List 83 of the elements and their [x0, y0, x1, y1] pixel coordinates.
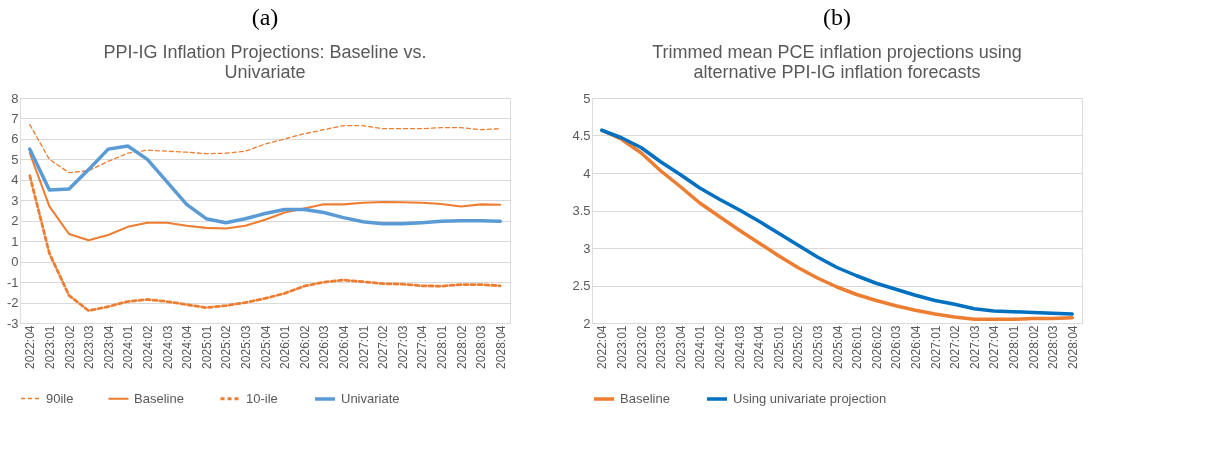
chart-title: Trimmed mean PCE inflation projections using alternative PPI-IG inflation forecasts — [652, 42, 1022, 82]
line-series — [28, 144, 502, 226]
x-tick-label: 2025:02 — [791, 325, 806, 369]
x-tick-label: 2025:01 — [771, 325, 786, 369]
x-tick-label: 2027:01 — [356, 325, 371, 369]
y-tick-label: -3 — [6, 315, 19, 331]
x-tick-label: 2026:02 — [869, 325, 884, 369]
y-tick-label: 3 — [583, 240, 591, 256]
x-tick-label: 2024:03 — [732, 325, 747, 369]
x-tick-label: 2028:04 — [1065, 325, 1080, 369]
x-tick-label: 2027:01 — [928, 325, 943, 369]
y-tick-label: 0 — [11, 254, 19, 270]
x-tick-label: 2024:02 — [140, 325, 155, 369]
y-tick-label: 2.5 — [572, 278, 591, 293]
x-tick-label: 2028:02 — [454, 325, 469, 369]
x-tick-label: 2024:04 — [180, 325, 195, 369]
y-tick-label: 4.5 — [572, 128, 591, 143]
x-tick-label: 2023:01 — [42, 325, 57, 369]
legend-label: Baseline — [620, 391, 670, 406]
x-tick-label: 2024:02 — [712, 325, 727, 369]
x-tick-label: 2026:02 — [297, 325, 312, 369]
chart-title: PPI-IG Inflation Projections: Baseline vs. Univariate — [103, 42, 427, 82]
x-tick-label: 2025:04 — [830, 325, 845, 369]
legend-label: 90ile — [46, 390, 74, 406]
x-tick-label: 2026:03 — [317, 325, 332, 369]
x-tick-label: 2028:03 — [474, 325, 489, 369]
y-tick-label: -2 — [6, 295, 19, 311]
legend-label: Univariate — [341, 391, 400, 406]
text: (a) — [251, 4, 279, 30]
legend-label: Baseline — [134, 390, 184, 406]
x-tick-label: 2023:04 — [101, 325, 116, 369]
legend-label: 10-ile — [246, 390, 278, 406]
y-tick-label: 6 — [11, 131, 19, 147]
line-series — [28, 152, 502, 242]
x-tick-label: 2026:01 — [850, 325, 865, 369]
y-tick-label: 7 — [11, 110, 19, 126]
y-tick-label: 8 — [11, 90, 19, 106]
x-tick-label: 2024:01 — [121, 325, 136, 369]
x-tick-label: 2023:03 — [82, 325, 97, 369]
x-tick-label: 2023:03 — [654, 325, 669, 369]
x-tick-label: 2028:04 — [493, 325, 508, 369]
x-tick-label: 2026:03 — [889, 325, 904, 369]
y-tick-label: 4 — [11, 172, 19, 188]
y-tick-label: 5 — [11, 151, 19, 167]
x-tick-label: 2027:03 — [967, 325, 982, 369]
x-tick-label: 2025:02 — [219, 325, 234, 369]
y-tick-label: 3.5 — [572, 203, 591, 218]
x-tick-label: 2028:02 — [1026, 325, 1041, 369]
y-tick-label: 3 — [11, 192, 19, 208]
y-tick-label: 2 — [11, 213, 19, 229]
legend-label: Using univariate projection — [733, 391, 887, 406]
x-tick-label: 2027:02 — [948, 325, 963, 369]
x-tick-label: 2023:04 — [673, 325, 688, 369]
line-series — [29, 123, 501, 174]
line-series — [28, 174, 502, 313]
x-tick-label: 2024:01 — [693, 325, 708, 369]
y-tick-label: -1 — [6, 274, 19, 290]
x-tick-label: 2023:02 — [634, 325, 649, 369]
x-tick-label: 2023:02 — [62, 325, 77, 369]
x-tick-label: 2025:03 — [810, 325, 825, 369]
y-tick-label: 4 — [583, 165, 591, 181]
x-tick-label: 2025:01 — [199, 325, 214, 369]
x-tick-label: 2025:03 — [238, 325, 253, 369]
y-tick-label: 2 — [583, 315, 591, 331]
x-tick-label: 2025:04 — [258, 325, 273, 369]
y-tick-label: 1 — [11, 233, 19, 249]
x-tick-label: 2022:04 — [595, 325, 610, 369]
x-tick-label: 2022:04 — [23, 325, 38, 369]
x-tick-label: 2028:01 — [1006, 325, 1021, 369]
x-tick-label: 2026:04 — [908, 325, 923, 369]
x-tick-label: 2024:03 — [160, 325, 175, 369]
x-tick-label: 2026:01 — [278, 325, 293, 369]
x-tick-label: 2027:03 — [395, 325, 410, 369]
x-tick-label: 2027:04 — [987, 325, 1002, 369]
x-tick-label: 2027:02 — [376, 325, 391, 369]
x-tick-label: 2028:01 — [434, 325, 449, 369]
x-tick-label: 2024:04 — [752, 325, 767, 369]
x-tick-label: 2028:03 — [1046, 325, 1061, 369]
x-tick-label: 2027:04 — [415, 325, 430, 369]
x-tick-label: 2023:01 — [614, 325, 629, 369]
text: (b) — [823, 4, 851, 30]
x-tick-label: 2026:04 — [336, 325, 351, 369]
y-tick-label: 5 — [583, 90, 591, 106]
